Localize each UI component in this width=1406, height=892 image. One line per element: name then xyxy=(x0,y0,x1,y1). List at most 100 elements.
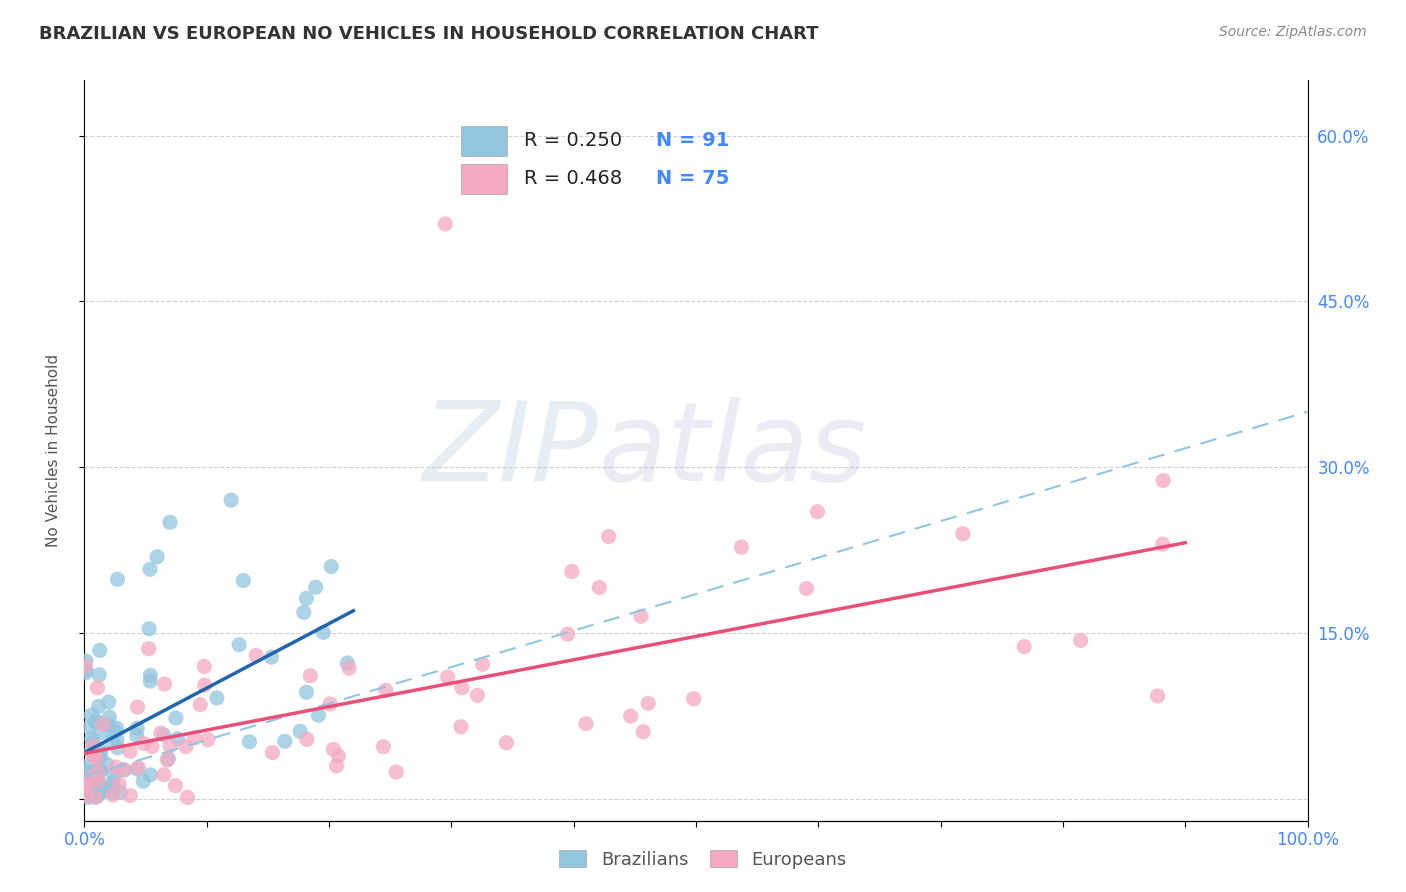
Point xyxy=(103,767,125,781)
Point xyxy=(87,751,110,765)
Point xyxy=(82,736,104,750)
Point xyxy=(682,691,704,706)
Point xyxy=(84,714,107,728)
Point xyxy=(105,721,128,735)
Point xyxy=(308,708,330,723)
Point xyxy=(450,720,472,734)
Point xyxy=(75,779,97,793)
Point xyxy=(557,627,579,641)
Point xyxy=(174,739,197,754)
Point xyxy=(80,744,103,758)
Point xyxy=(295,685,318,699)
Point xyxy=(336,656,359,670)
Point xyxy=(152,728,174,742)
Point xyxy=(77,790,100,805)
Point xyxy=(79,785,101,799)
Point xyxy=(125,728,148,742)
Point xyxy=(83,767,105,781)
Text: ZIP: ZIP xyxy=(422,397,598,504)
Point xyxy=(100,780,122,794)
Point xyxy=(127,700,149,714)
Point xyxy=(730,540,752,554)
Point xyxy=(295,732,318,747)
Point xyxy=(290,724,312,739)
Point xyxy=(149,726,172,740)
Point xyxy=(139,674,162,689)
Point xyxy=(467,688,489,702)
Point xyxy=(193,659,215,673)
Point xyxy=(112,763,135,777)
Point xyxy=(153,767,176,781)
Point xyxy=(228,638,250,652)
Point xyxy=(1070,633,1092,648)
Point xyxy=(156,753,179,767)
Point xyxy=(101,775,124,789)
Point xyxy=(87,764,110,779)
Point xyxy=(76,785,98,799)
Point xyxy=(127,760,149,774)
Point xyxy=(138,622,160,636)
Point xyxy=(188,698,211,712)
Point xyxy=(321,559,343,574)
Point xyxy=(312,625,335,640)
Point xyxy=(159,516,181,530)
Point xyxy=(165,711,187,725)
Point xyxy=(138,641,160,656)
Text: atlas: atlas xyxy=(598,397,866,504)
Point xyxy=(75,663,97,677)
Point xyxy=(90,744,112,758)
Point xyxy=(630,609,652,624)
Point xyxy=(806,505,828,519)
Point xyxy=(79,720,101,734)
Point xyxy=(373,739,395,754)
Point xyxy=(107,740,129,755)
Point xyxy=(86,681,108,695)
Point xyxy=(132,774,155,789)
Point xyxy=(631,724,654,739)
Point xyxy=(86,789,108,803)
Point xyxy=(86,764,108,778)
Point xyxy=(118,744,141,758)
Point xyxy=(87,699,110,714)
Point xyxy=(176,790,198,805)
Point xyxy=(104,725,127,739)
Point xyxy=(84,790,107,805)
Point xyxy=(1012,640,1035,654)
Text: BRAZILIAN VS EUROPEAN NO VEHICLES IN HOUSEHOLD CORRELATION CHART: BRAZILIAN VS EUROPEAN NO VEHICLES IN HOU… xyxy=(39,25,818,43)
Point xyxy=(436,670,458,684)
Point xyxy=(620,709,643,723)
Point xyxy=(93,783,115,797)
Point xyxy=(1152,537,1174,551)
Point xyxy=(575,716,598,731)
Point xyxy=(197,732,219,747)
Point xyxy=(337,661,360,675)
Point xyxy=(87,774,110,789)
Point xyxy=(219,493,242,508)
Point xyxy=(84,775,107,789)
Point xyxy=(83,772,105,786)
Point xyxy=(84,750,107,764)
Point xyxy=(97,695,120,709)
Point xyxy=(598,530,620,544)
Point xyxy=(952,526,974,541)
Point xyxy=(87,742,110,756)
Point xyxy=(108,777,131,791)
Point xyxy=(98,710,121,724)
Point xyxy=(274,734,297,748)
Point xyxy=(328,749,350,764)
Point xyxy=(232,574,254,588)
Point xyxy=(262,746,284,760)
Point xyxy=(141,739,163,754)
Point xyxy=(90,725,112,739)
Point xyxy=(86,772,108,787)
Point xyxy=(83,789,105,804)
Point xyxy=(75,776,97,790)
Point xyxy=(100,785,122,799)
Point xyxy=(86,789,108,803)
Point xyxy=(105,731,128,746)
Point xyxy=(434,217,457,231)
Point xyxy=(104,760,127,774)
Point xyxy=(245,648,267,663)
Point xyxy=(80,731,103,746)
Point xyxy=(238,735,260,749)
